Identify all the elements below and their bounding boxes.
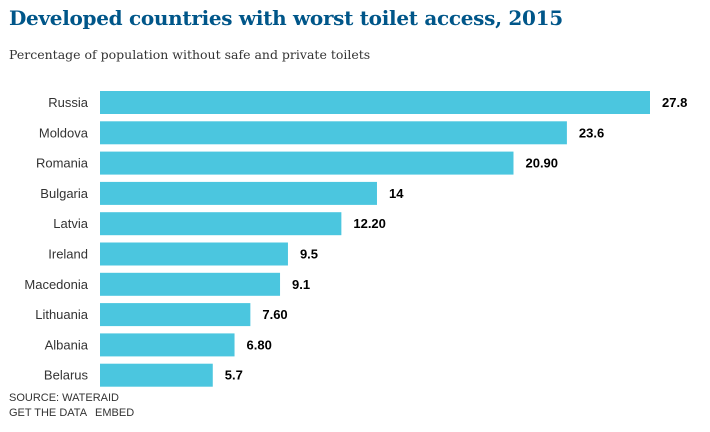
embed-link[interactable]: EMBED [95, 407, 135, 419]
value-label-latvia: 12.20 [353, 216, 386, 231]
category-label-belarus: Belarus [44, 368, 89, 383]
category-label-albania: Albania [45, 337, 89, 352]
value-label-russia: 27.8 [662, 95, 687, 110]
bar-romania[interactable] [100, 151, 514, 175]
bar-latvia[interactable] [100, 212, 342, 236]
category-label-moldova: Moldova [39, 125, 89, 140]
value-label-albania: 6.80 [247, 337, 272, 352]
bar-russia[interactable] [100, 91, 650, 114]
bar-ireland[interactable] [100, 242, 288, 266]
footer-links: GET THE DATA EMBED [9, 407, 134, 419]
category-label-lithuania: Lithuania [35, 307, 89, 322]
value-label-romania: 20.90 [525, 156, 558, 171]
bar-belarus[interactable] [100, 363, 213, 387]
get-the-data-link[interactable]: GET THE DATA [9, 407, 88, 419]
source-note: SOURCE: WATERAID [9, 392, 120, 404]
bar-albania[interactable] [100, 333, 235, 357]
chart-title: Developed countries with worst toilet ac… [9, 6, 563, 30]
value-label-ireland: 9.5 [300, 247, 318, 262]
category-label-ireland: Ireland [48, 247, 88, 262]
bar-chart: Russia 27.8 Moldova 23.6 Romania 20.90 Bulgari… [24, 91, 687, 387]
category-label-bulgaria: Bulgaria [40, 186, 88, 201]
bar-moldova[interactable] [100, 121, 567, 145]
bar-macedonia[interactable] [100, 272, 281, 296]
category-label-macedonia: Macedonia [24, 277, 88, 292]
chart-subtitle: Percentage of population without safe an… [9, 47, 371, 62]
bar-lithuania[interactable] [100, 303, 251, 327]
category-label-latvia: Latvia [53, 216, 88, 231]
value-label-belarus: 5.7 [225, 368, 243, 383]
bar-bulgaria[interactable] [100, 181, 377, 205]
category-label-russia: Russia [48, 95, 89, 110]
value-label-macedonia: 9.1 [292, 277, 310, 292]
value-label-moldova: 23.6 [579, 125, 604, 140]
value-label-bulgaria: 14 [389, 186, 404, 201]
category-label-romania: Romania [36, 156, 89, 171]
value-label-lithuania: 7.60 [262, 307, 287, 322]
